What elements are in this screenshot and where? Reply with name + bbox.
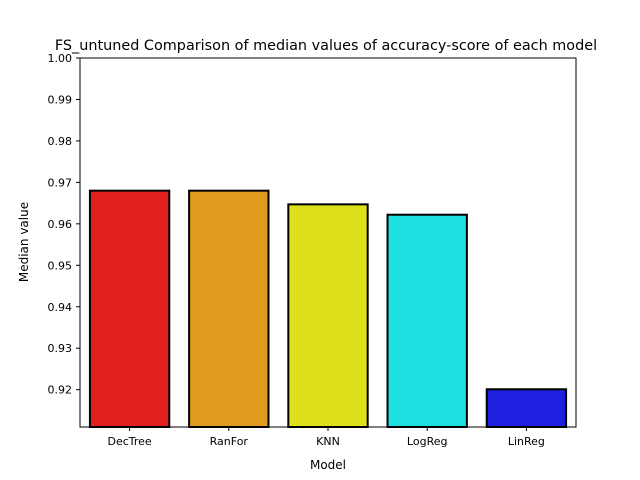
bar-ranfor <box>188 189 270 428</box>
x-tick-label-linreg: LinReg <box>508 435 545 448</box>
chart-title: FS_untuned Comparison of median values o… <box>55 38 597 54</box>
y-tick-label: 0.97 <box>48 176 73 189</box>
x-tick-label-dectree: DecTree <box>107 435 151 448</box>
y-tick-label: 0.93 <box>48 342 73 355</box>
bars-group <box>88 189 568 428</box>
x-axis: DecTree RanFor KNN LogReg LinReg <box>107 427 545 448</box>
y-tick-label: 0.94 <box>48 301 73 314</box>
x-axis-label: Model <box>310 458 346 472</box>
y-tick-label: 0.99 <box>48 93 73 106</box>
y-tick-label: 0.96 <box>48 218 73 231</box>
y-tick-label: 0.95 <box>48 259 73 272</box>
x-tick-label-logreg: LogReg <box>407 435 448 448</box>
x-tick-label-knn: KNN <box>316 435 340 448</box>
y-axis: 0.92 0.93 0.94 0.95 0.96 0.97 0.98 0.99 1.00 <box>48 52 80 397</box>
x-tick-label-ranfor: RanFor <box>210 435 249 448</box>
bar-knn <box>287 203 369 428</box>
plot-frame <box>79 57 577 428</box>
y-tick-label: 1.00 <box>48 52 73 65</box>
bar-linreg <box>485 388 568 428</box>
bar-dectree <box>88 189 171 428</box>
y-tick-label: 0.98 <box>48 135 73 148</box>
bar-logreg <box>386 213 468 428</box>
y-axis-label: Median value <box>17 202 31 282</box>
y-tick-label: 0.92 <box>48 384 73 397</box>
